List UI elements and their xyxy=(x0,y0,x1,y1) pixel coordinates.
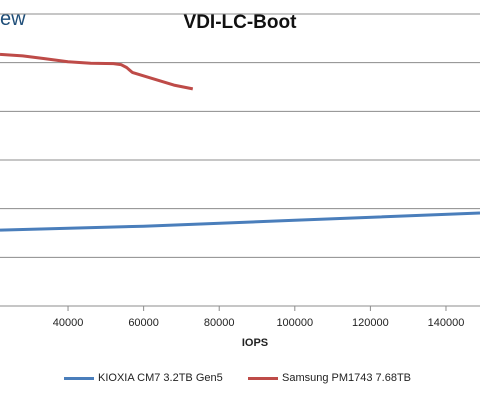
legend-label-samsung: Samsung PM1743 7.68TB xyxy=(282,372,412,384)
series-line-0 xyxy=(0,211,480,232)
x-tick-label: 100000 xyxy=(276,317,313,329)
x-tick-label: 140000 xyxy=(428,317,465,329)
series-lines xyxy=(0,52,480,232)
x-tick-label: 120000 xyxy=(352,317,389,329)
legend-item-kioxia: KIOXIA CM7 3.2TB Gen5 xyxy=(64,372,223,384)
x-axis-label: IOPS xyxy=(241,337,269,349)
chart-title: VDI-LC-Boot xyxy=(183,12,297,33)
x-axis: 40000 60000 80000 100000 120000 140000 xyxy=(0,305,480,329)
x-tick-label: 40000 xyxy=(53,317,84,329)
x-tick-label: 60000 xyxy=(128,317,159,329)
gridlines xyxy=(0,13,480,258)
legend: KIOXIA CM7 3.2TB Gen5 Samsung PM1743 7.6… xyxy=(60,372,480,390)
legend-swatch-samsung xyxy=(248,376,278,380)
x-tick-label: 80000 xyxy=(204,317,235,329)
legend-item-samsung: Samsung PM1743 7.68TB xyxy=(248,372,411,384)
legend-label-kioxia: KIOXIA CM7 3.2TB Gen5 xyxy=(98,372,223,384)
series-line-1 xyxy=(0,52,194,91)
legend-swatch-kioxia xyxy=(64,376,94,380)
